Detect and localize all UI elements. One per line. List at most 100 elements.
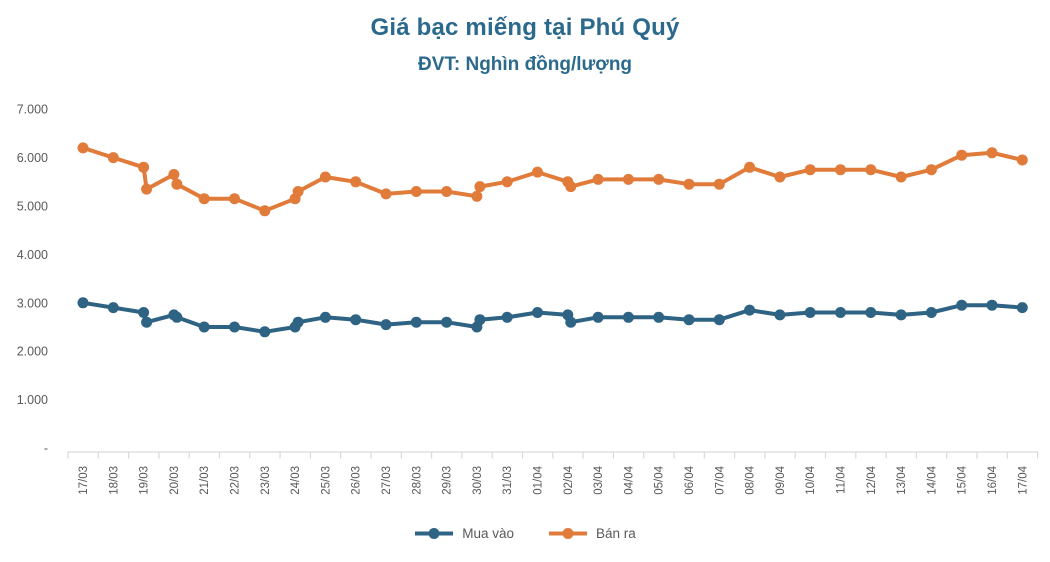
y-axis-tick-label: 7.000 — [17, 103, 48, 117]
data-point-marker — [925, 164, 937, 176]
x-axis-tick-label: 17/04 — [1017, 465, 1029, 494]
data-point-marker — [171, 178, 183, 190]
data-point-marker — [441, 316, 453, 328]
data-point-marker — [865, 307, 877, 318]
x-axis-tick-label: 20/03 — [169, 466, 181, 495]
data-point-marker — [683, 314, 695, 326]
buy-series-legend-marker-icon — [415, 528, 454, 539]
x-axis-tick-label: 18/03 — [108, 466, 120, 495]
data-point-marker — [895, 171, 907, 183]
y-axis-tick-label: 2.000 — [17, 345, 48, 359]
x-axis-tick-label: 03/04 — [593, 465, 605, 494]
data-point-marker — [592, 311, 604, 323]
data-point-marker — [350, 176, 362, 188]
x-axis-tick-label: 30/03 — [472, 466, 484, 495]
data-point-marker — [986, 147, 998, 159]
data-point-marker — [501, 311, 513, 323]
x-axis-tick-label: 08/04 — [745, 465, 757, 494]
x-axis-tick-label: 05/04 — [654, 465, 666, 494]
x-axis-tick-label: 22/03 — [230, 466, 242, 495]
series-line — [81, 300, 1025, 334]
data-point-marker — [532, 166, 543, 178]
chart-plot-area: 7.000 6.000 5.000 4.000 3.000 2.000 1.000 - 17/0… — [17, 103, 1039, 495]
data-point-marker — [653, 173, 665, 185]
x-axis-tick-label: 31/03 — [502, 466, 514, 495]
data-point-marker — [259, 205, 271, 217]
data-point-marker — [141, 183, 153, 195]
x-axis-tick-label: 24/03 — [290, 466, 302, 495]
data-point-marker — [319, 311, 331, 323]
data-point-marker — [532, 307, 543, 318]
data-point-marker — [229, 321, 240, 333]
x-axis-tick-label: 21/03 — [199, 466, 211, 495]
data-point-marker — [653, 311, 665, 323]
data-point-marker — [713, 178, 725, 190]
data-point-marker — [138, 161, 150, 173]
data-point-marker — [380, 188, 392, 200]
data-point-marker — [744, 304, 756, 316]
legend-label-ban-ra: Bán ra — [596, 526, 636, 541]
x-axis-tick-label: 19/03 — [139, 466, 151, 495]
x-axis-tick-label: 09/04 — [775, 465, 787, 494]
data-point-marker — [229, 193, 240, 205]
x-axis-tick-label: 23/03 — [260, 466, 272, 495]
data-point-marker — [1016, 154, 1028, 166]
x-axis-tick-label: 06/04 — [684, 465, 696, 494]
legend-label-mua-vao: Mua vào — [462, 526, 514, 541]
data-point-marker — [622, 173, 634, 185]
chart-subtitle: ĐVT: Nghìn đồng/lượng — [417, 54, 633, 75]
data-point-marker — [744, 161, 756, 173]
data-point-marker — [895, 309, 907, 321]
data-point-marker — [986, 299, 998, 311]
x-axis-tick-label: 11/04 — [836, 465, 848, 494]
data-point-marker — [441, 186, 453, 197]
data-point-marker — [474, 314, 486, 326]
data-point-marker — [622, 311, 634, 323]
data-point-marker — [565, 181, 577, 193]
data-point-marker — [198, 193, 210, 205]
x-axis-tick-label: 01/04 — [533, 465, 545, 494]
x-axis-tick-label: 15/04 — [957, 465, 969, 494]
data-point-marker — [474, 181, 486, 193]
data-point-marker — [350, 314, 362, 326]
data-point-marker — [683, 178, 695, 190]
data-point-marker — [292, 316, 304, 328]
x-axis-tick-label: 13/04 — [896, 465, 908, 494]
data-point-marker — [77, 142, 89, 154]
data-point-marker — [198, 321, 210, 333]
data-point-marker — [168, 169, 180, 180]
data-point-marker — [1016, 302, 1028, 314]
data-point-marker — [141, 316, 153, 328]
data-point-marker — [956, 299, 968, 311]
x-axis-tick-label: 14/04 — [926, 465, 938, 494]
x-axis-tick-label: 29/03 — [442, 466, 454, 495]
x-axis-tick-label: 26/03 — [351, 466, 363, 495]
legend-item-ban-ra: Bán ra — [548, 526, 636, 541]
y-axis-tick-label: 3.000 — [17, 296, 48, 310]
data-point-marker — [138, 307, 150, 318]
data-point-marker — [319, 171, 331, 183]
data-point-marker — [471, 190, 483, 202]
chart-title: Giá bạc miếng tại Phú Quý — [370, 14, 680, 41]
data-point-marker — [804, 164, 816, 176]
x-axis-tick-label: 25/03 — [320, 466, 332, 495]
data-point-marker — [292, 186, 304, 197]
x-axis-tick-label: 12/04 — [866, 465, 878, 494]
x-axis-tick-label: 28/03 — [411, 466, 423, 495]
legend-item-mua-vao: Mua vào — [414, 526, 514, 541]
data-point-marker — [77, 297, 89, 309]
data-point-marker — [565, 316, 577, 328]
data-point-marker — [380, 319, 392, 331]
data-point-marker — [410, 186, 422, 197]
x-axis-tick-label: 10/04 — [805, 465, 817, 494]
series-line — [81, 145, 1025, 213]
x-axis-tick-label: 16/04 — [987, 465, 999, 494]
y-axis-tick-label: 6.000 — [17, 151, 48, 165]
data-point-marker — [835, 164, 846, 176]
data-point-marker — [592, 173, 604, 185]
y-axis-tick-label: 1.000 — [17, 393, 48, 407]
y-axis-tick-label: 4.000 — [17, 248, 48, 262]
x-axis-tick-label: 17/03 — [78, 466, 90, 495]
data-point-marker — [804, 307, 816, 318]
